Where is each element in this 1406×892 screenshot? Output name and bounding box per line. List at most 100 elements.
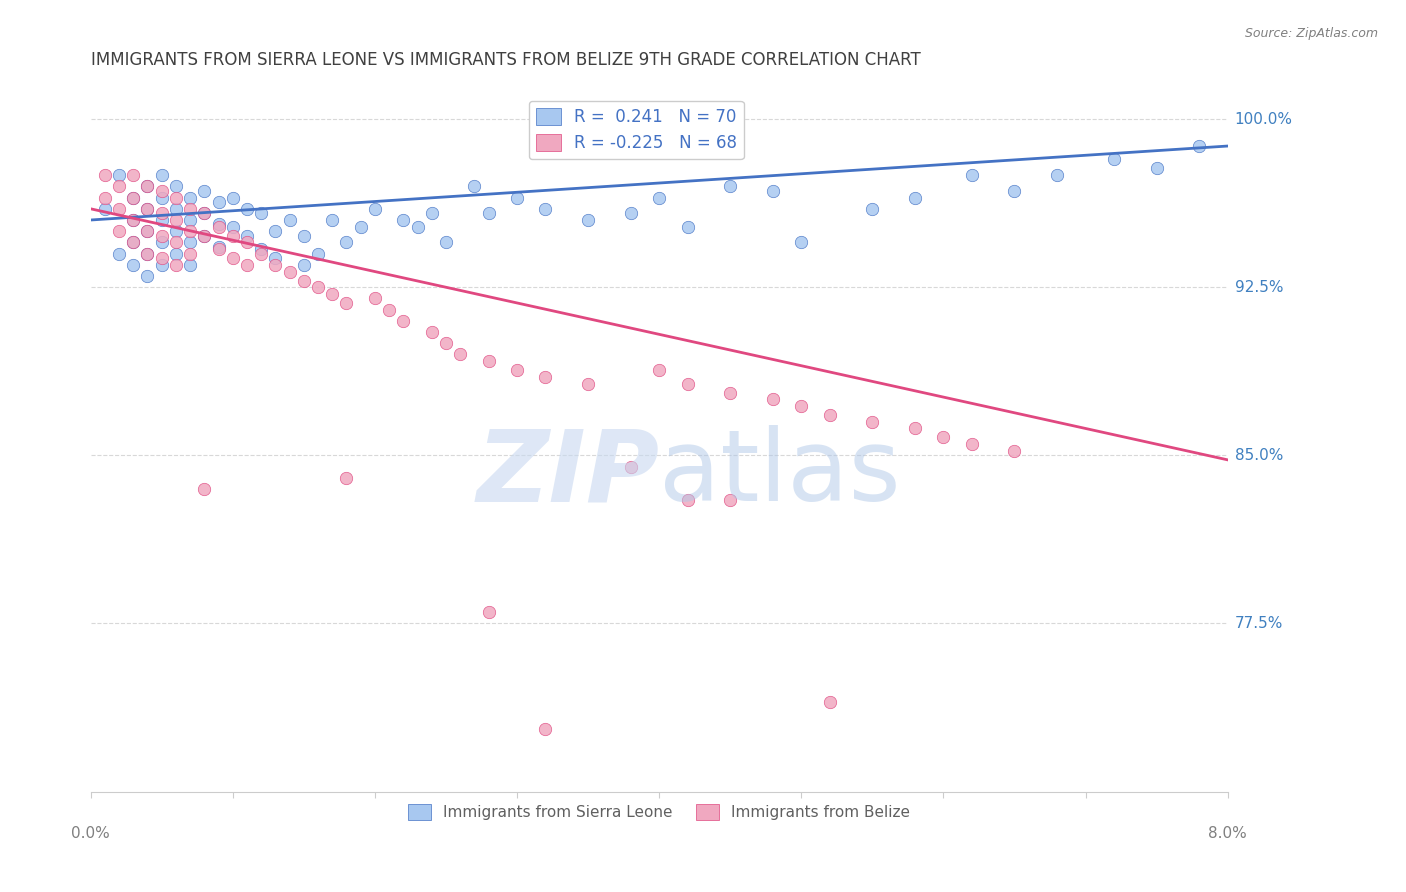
Point xyxy=(860,202,883,216)
Point xyxy=(207,240,229,254)
Point xyxy=(718,493,741,508)
Point xyxy=(122,168,145,182)
Point xyxy=(165,191,187,205)
Point xyxy=(321,287,343,301)
Point xyxy=(818,408,841,422)
Point xyxy=(392,314,415,328)
Point xyxy=(378,302,401,317)
Point xyxy=(193,482,215,496)
Point xyxy=(136,179,159,194)
Point xyxy=(477,605,499,619)
Text: 77.5%: 77.5% xyxy=(1234,616,1282,631)
Point xyxy=(165,235,187,250)
Point xyxy=(860,415,883,429)
Point xyxy=(165,246,187,260)
Point xyxy=(1004,184,1026,198)
Point xyxy=(122,213,145,227)
Point xyxy=(620,459,643,474)
Text: 92.5%: 92.5% xyxy=(1234,280,1284,294)
Point xyxy=(193,206,215,220)
Point xyxy=(264,224,287,238)
Point xyxy=(136,246,159,260)
Point xyxy=(136,246,159,260)
Point xyxy=(960,437,983,451)
Point xyxy=(790,399,813,413)
Point xyxy=(1102,153,1125,167)
Point xyxy=(576,376,599,391)
Point xyxy=(904,191,927,205)
Point xyxy=(122,235,145,250)
Point xyxy=(222,219,245,234)
Point xyxy=(350,219,373,234)
Point xyxy=(264,251,287,265)
Legend: Immigrants from Sierra Leone, Immigrants from Belize: Immigrants from Sierra Leone, Immigrants… xyxy=(402,798,917,826)
Point xyxy=(108,179,131,194)
Point xyxy=(264,258,287,272)
Point xyxy=(136,202,159,216)
Point xyxy=(392,213,415,227)
Point xyxy=(335,471,357,485)
Point xyxy=(648,191,671,205)
Point xyxy=(150,184,173,198)
Point xyxy=(236,235,259,250)
Point xyxy=(207,242,229,256)
Point xyxy=(122,258,145,272)
Text: Source: ZipAtlas.com: Source: ZipAtlas.com xyxy=(1244,27,1378,40)
Point xyxy=(250,206,273,220)
Point xyxy=(150,258,173,272)
Point xyxy=(620,206,643,220)
Point xyxy=(292,228,315,243)
Point xyxy=(762,184,785,198)
Point xyxy=(307,280,329,294)
Point xyxy=(960,168,983,182)
Point xyxy=(236,202,259,216)
Text: 100.0%: 100.0% xyxy=(1234,112,1292,127)
Point xyxy=(136,268,159,283)
Point xyxy=(676,493,699,508)
Point xyxy=(150,191,173,205)
Point xyxy=(449,347,471,361)
Point xyxy=(165,213,187,227)
Point xyxy=(477,354,499,368)
Point xyxy=(420,325,443,339)
Text: 0.0%: 0.0% xyxy=(72,826,110,841)
Point xyxy=(179,235,201,250)
Point xyxy=(179,258,201,272)
Point xyxy=(477,206,499,220)
Point xyxy=(165,258,187,272)
Point xyxy=(1004,443,1026,458)
Point xyxy=(364,202,387,216)
Point xyxy=(818,695,841,709)
Point xyxy=(718,385,741,400)
Point xyxy=(506,191,529,205)
Point xyxy=(122,213,145,227)
Point xyxy=(222,251,245,265)
Point xyxy=(278,213,301,227)
Point xyxy=(364,292,387,306)
Point xyxy=(165,224,187,238)
Point xyxy=(193,228,215,243)
Text: IMMIGRANTS FROM SIERRA LEONE VS IMMIGRANTS FROM BELIZE 9TH GRADE CORRELATION CHA: IMMIGRANTS FROM SIERRA LEONE VS IMMIGRAN… xyxy=(90,51,921,69)
Point xyxy=(718,179,741,194)
Text: 85.0%: 85.0% xyxy=(1234,448,1282,463)
Point xyxy=(292,273,315,287)
Point xyxy=(122,191,145,205)
Point xyxy=(179,202,201,216)
Point xyxy=(108,168,131,182)
Point xyxy=(207,218,229,232)
Point xyxy=(406,219,429,234)
Point xyxy=(207,219,229,234)
Point xyxy=(179,213,201,227)
Point xyxy=(193,228,215,243)
Point xyxy=(335,235,357,250)
Point xyxy=(648,363,671,377)
Point xyxy=(179,246,201,260)
Point xyxy=(307,246,329,260)
Point xyxy=(222,228,245,243)
Point xyxy=(136,202,159,216)
Point xyxy=(250,242,273,256)
Point xyxy=(420,206,443,220)
Point xyxy=(321,213,343,227)
Point xyxy=(94,168,117,182)
Point xyxy=(534,722,557,736)
